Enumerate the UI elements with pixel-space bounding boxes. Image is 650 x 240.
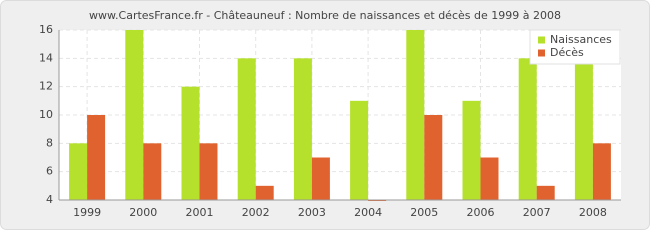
y-tick-label: 6: [46, 165, 53, 178]
x-tick-label: 2008: [579, 206, 607, 219]
bar: [199, 143, 218, 200]
bar: [518, 58, 537, 201]
bar: [181, 86, 200, 200]
chart: www.CartesFrance.fr - Châteauneuf : Nomb…: [0, 0, 650, 230]
y-tick-label: 4: [46, 193, 53, 206]
bar: [406, 30, 425, 200]
bar: [536, 185, 555, 200]
x-tick-label: 2000: [129, 206, 157, 219]
legend-label: Décès: [550, 46, 584, 59]
x-tick-label: 2002: [242, 206, 270, 219]
legend-swatch: [538, 49, 545, 57]
bar: [87, 115, 106, 200]
bar: [237, 58, 256, 201]
bar: [592, 143, 611, 200]
x-tick-label: 2006: [467, 206, 495, 219]
bar: [311, 157, 330, 200]
bar: [574, 30, 593, 200]
legend-box: [529, 29, 621, 65]
x-tick-label: 2007: [523, 206, 551, 219]
y-tick-label: 16: [39, 23, 53, 36]
legend-label: Naissances: [550, 33, 612, 46]
bar: [424, 115, 443, 200]
y-tick-label: 8: [46, 136, 53, 149]
y-tick-label: 12: [39, 80, 53, 93]
bar: [350, 100, 369, 200]
x-tick-label: 2005: [410, 206, 438, 219]
plot: 4 6 8 10 12 14 16 1999 2000 2001 2002 2003 2004 2005 2…: [39, 23, 621, 219]
legend-swatch: [538, 36, 545, 44]
x-tick-label: 2001: [186, 206, 214, 219]
bar: [125, 30, 144, 200]
x-tick-label: 2004: [354, 206, 382, 219]
bar: [143, 143, 162, 200]
x-tick-label: 2003: [298, 206, 326, 219]
bar: [480, 157, 499, 200]
y-tick-label: 14: [39, 51, 53, 64]
bar: [462, 100, 481, 200]
y-tick-label: 10: [39, 108, 53, 121]
x-tick-label: 1999: [73, 206, 101, 219]
chart-title: www.CartesFrance.fr - Châteauneuf : Nomb…: [89, 9, 561, 22]
bar: [255, 185, 274, 200]
bar: [69, 143, 88, 200]
bar: [293, 58, 312, 201]
